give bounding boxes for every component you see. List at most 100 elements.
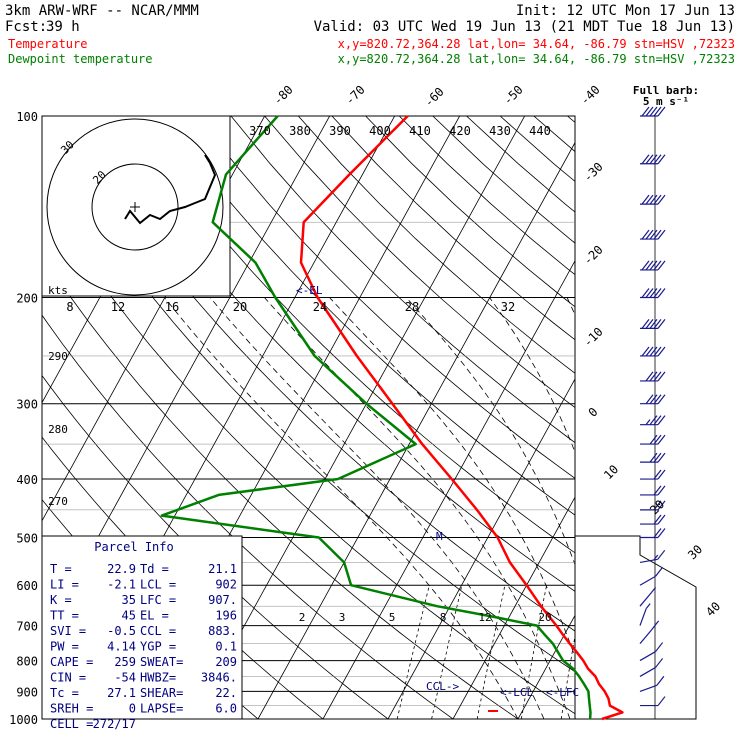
wind-barb-flag (653, 346, 662, 357)
isotherm-label: -60 (422, 85, 447, 110)
parcel-key: K = (50, 593, 72, 607)
isotherm-label: -70 (343, 83, 368, 108)
parcel-value: 22.9 (107, 562, 136, 576)
wind-barb-flag (653, 452, 662, 463)
mixing-ratio-label: 2 (299, 611, 306, 624)
wind-barb-flag (645, 394, 654, 405)
wind-barb (639, 566, 664, 586)
wind-barbs (639, 106, 666, 719)
wind-barb-flag (656, 675, 665, 686)
wind-barb-flag (657, 346, 666, 357)
wind-barb-flag (645, 288, 654, 298)
wind-barb-flag (649, 318, 658, 329)
wind-barb-flag (657, 549, 666, 560)
mixing-ratio-line (431, 585, 463, 719)
parcel-info-box: Parcel Info T = 22.9 Td = 21.1 LI = -2.1 LCL = 9… (41, 535, 243, 731)
pressure-tick-label: 1000 (9, 713, 38, 727)
wind-barb (640, 528, 666, 539)
theta-label: 290 (48, 350, 68, 363)
parcel-value: 0.1 (215, 640, 237, 654)
parcel-key: LI = (50, 578, 79, 592)
wind-barb-flag (657, 318, 666, 329)
isotherm-label: 0 (586, 405, 601, 420)
dry-adiabat-line (601, 116, 740, 719)
wind-barb-flag (657, 371, 666, 382)
wind-barb-flag (649, 260, 658, 271)
wind-barb-flag (657, 106, 666, 117)
parcel-value: 259 (114, 655, 136, 669)
theta-e-label: 420 (449, 124, 471, 138)
barb-frame (575, 535, 697, 720)
profile-lines (160, 115, 624, 721)
wind-barb-flag (655, 658, 664, 668)
wind-barb-flag (653, 318, 662, 329)
isotherm-line (452, 496, 575, 719)
hodograph-trace (124, 154, 217, 225)
parcel-key: HWBZ= (140, 671, 176, 685)
wind-barb-half (645, 419, 651, 426)
wind-barb-flag (649, 394, 658, 405)
wind-barb-flag (649, 346, 658, 357)
moist-adiabat-line (264, 297, 571, 719)
isotherm-label: -30 (581, 160, 606, 185)
wind-barb-flag (649, 371, 658, 382)
wind-barb-flag (657, 452, 666, 463)
wind-barb-flag (653, 260, 662, 271)
parcel-value: 0 (129, 702, 136, 716)
parcel-key: SVI = (50, 624, 86, 638)
parcel-key: TT = (50, 609, 79, 623)
dry-adiabat-line (398, 116, 575, 276)
wind-barb (640, 346, 666, 357)
parcel-value: 883. (208, 624, 237, 638)
mixing-ratio-label: 3 (339, 611, 346, 624)
pressure-tick-label: 700 (16, 620, 38, 634)
isotherm-line (322, 259, 575, 719)
wind-barb-flag (641, 194, 650, 205)
hodograph-outer-ring (46, 118, 224, 296)
wind-barb-flag (641, 229, 650, 240)
wind-barb (640, 485, 666, 496)
parcel-title: Parcel Info (94, 540, 173, 554)
hodograph-speed-label: 32 (501, 300, 515, 314)
isotherm-label: -10 (581, 325, 606, 350)
wind-barb-flag (645, 346, 654, 357)
wind-barb-flag (657, 485, 666, 496)
temperature-location: x,y=820.72,364.28 lat,lon= 34.64, -86.79… (338, 37, 735, 51)
parcel-key: CAPE = (50, 655, 93, 669)
wind-barb-flag (649, 434, 658, 445)
parcel-key: SWEAT= (140, 655, 183, 669)
wind-barb-flag (653, 229, 662, 240)
wind-barb (640, 154, 666, 165)
dry-adiabat-line (499, 116, 575, 182)
model-title: 3km ARW-WRF -- NCAR/MMM (5, 3, 199, 19)
wind-barb-flag (645, 106, 654, 117)
theta-e-label: 430 (489, 124, 511, 138)
theta-e-label: 400 (369, 124, 391, 138)
wind-barb (639, 587, 657, 607)
parcel-key: LFC = (140, 593, 176, 607)
wind-barb-flag (657, 154, 666, 165)
wind-barb-flag (641, 154, 650, 165)
wind-barb-flag (657, 415, 666, 426)
wind-barb (640, 318, 666, 329)
hodograph-speed-label: 8 (66, 300, 73, 314)
wind-barb-flag (657, 288, 666, 298)
pressure-tick-label: 100 (16, 110, 38, 124)
parcel-key: PW = (50, 640, 79, 654)
full-barb-label: Full barb: (633, 84, 699, 97)
isotherm-label: -50 (501, 83, 526, 108)
parcel-value: 902 (215, 578, 237, 592)
wind-barb-flag (641, 260, 650, 271)
wind-barb-flag (653, 394, 662, 405)
wind-barb-half (651, 587, 657, 593)
hodograph-speed-label: 12 (111, 300, 125, 314)
theta-label: 280 (48, 423, 68, 436)
mixing-ratio-line (520, 585, 547, 719)
wind-barb-staff (639, 592, 653, 607)
hodograph-inner-ring (91, 163, 179, 251)
parcel-key: CIN = (50, 671, 86, 685)
dry-adiabat-line (196, 116, 575, 479)
wind-barb (640, 452, 666, 463)
wind-barb-flag (649, 194, 658, 205)
mixing-ratio-line (614, 585, 634, 719)
